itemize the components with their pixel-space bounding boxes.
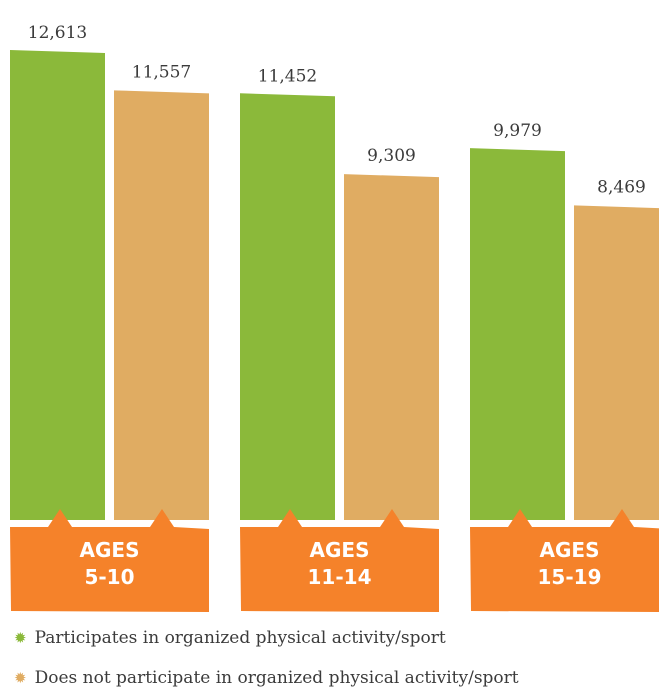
category-label: 15-19 <box>538 565 602 589</box>
value-label: 8,469 <box>597 177 646 197</box>
legend-label-participates: Participates in organized physical activ… <box>34 628 446 648</box>
category-label-box <box>240 509 439 612</box>
value-label: 9,309 <box>367 146 416 166</box>
bar <box>114 90 209 520</box>
bar <box>344 174 439 520</box>
value-label: 11,452 <box>258 66 317 86</box>
category-label: AGES <box>540 538 600 562</box>
bars-layer <box>10 50 659 520</box>
legend-item-not-participate: ✹ Does not participate in organized phys… <box>14 668 519 688</box>
legend-swatch-tan: ✹ <box>14 668 27 687</box>
value-label: 12,613 <box>28 23 87 43</box>
category-label: AGES <box>310 538 370 562</box>
value-label: 9,979 <box>493 121 542 141</box>
legend-item-participates: ✹ Participates in organized physical act… <box>14 628 446 648</box>
bar <box>10 50 105 520</box>
legend-swatch-green: ✹ <box>14 628 27 647</box>
category-labels-layer: AGES 5-10 AGES 11-14 AGES 15-19 <box>10 509 659 612</box>
category-label-box <box>10 509 209 612</box>
bar <box>574 205 659 520</box>
bar <box>470 148 565 520</box>
category-label-box <box>470 509 659 612</box>
value-label: 11,557 <box>132 62 191 82</box>
category-label: AGES <box>80 538 140 562</box>
value-labels-layer: 12,613 11,557 11,452 9,309 9,979 8,469 <box>28 23 646 197</box>
category-label: 5-10 <box>84 565 134 589</box>
category-label: 11-14 <box>308 565 372 589</box>
legend-label-not-participate: Does not participate in organized physic… <box>34 668 519 688</box>
bar <box>240 93 335 520</box>
